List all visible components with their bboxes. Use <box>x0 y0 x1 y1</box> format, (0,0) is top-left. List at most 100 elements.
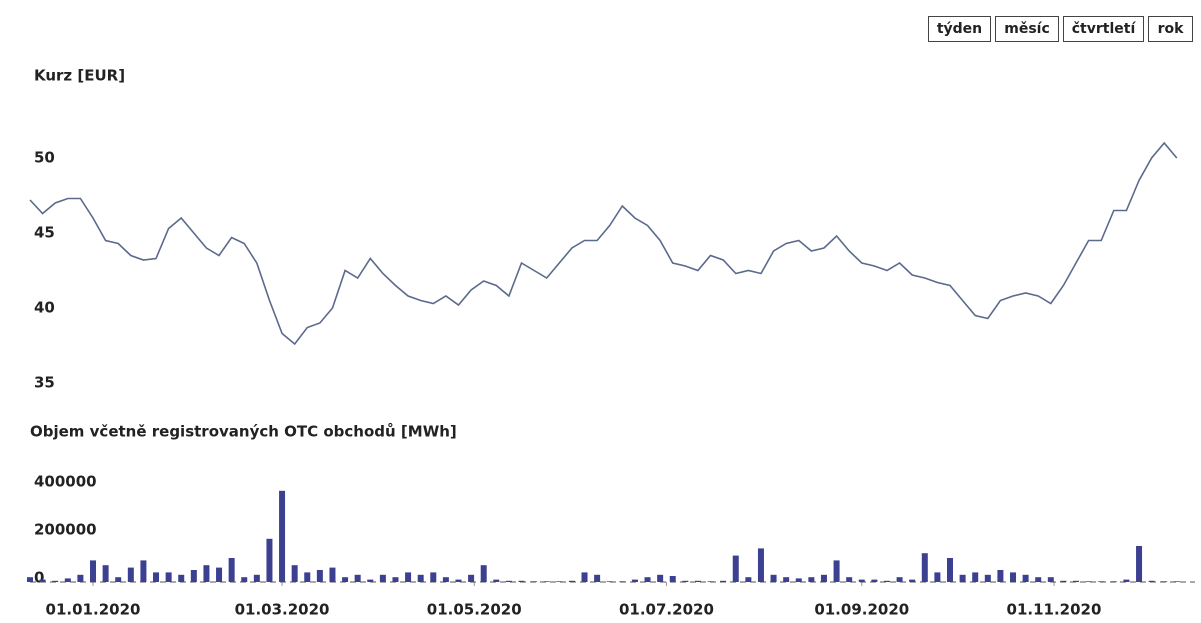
bar <box>90 560 97 582</box>
bar <box>833 560 840 582</box>
bar <box>1161 581 1168 582</box>
y-tick-label: 40 <box>34 299 55 317</box>
bar <box>1010 572 1017 582</box>
bar <box>518 580 525 582</box>
bar <box>480 565 487 582</box>
bar <box>606 581 613 582</box>
y-tick-label: 0 <box>34 569 44 587</box>
bar <box>253 574 260 582</box>
range-button[interactable]: měsíc <box>995 16 1059 42</box>
bar <box>556 581 563 582</box>
bar <box>921 553 928 582</box>
bar <box>959 574 966 582</box>
bar <box>304 572 311 582</box>
bar <box>858 579 865 582</box>
bar <box>909 579 916 582</box>
range-button[interactable]: týden <box>928 16 991 42</box>
y-tick-label: 400000 <box>34 473 97 491</box>
x-tick-label: 01.05.2020 <box>427 601 522 619</box>
bar <box>102 565 109 582</box>
bar <box>757 548 764 582</box>
bar <box>329 567 336 582</box>
bar <box>631 579 638 582</box>
bar <box>64 578 71 582</box>
bar <box>682 580 689 582</box>
bar <box>896 577 903 582</box>
bar <box>455 579 462 582</box>
bar <box>77 574 84 582</box>
bar <box>720 580 727 582</box>
y-tick-label: 200000 <box>34 521 97 539</box>
bar <box>1123 579 1130 582</box>
bar <box>972 572 979 582</box>
range-button[interactable]: čtvrtletí <box>1063 16 1144 42</box>
bar <box>417 574 424 582</box>
x-tick-label: 01.09.2020 <box>814 601 909 619</box>
bar <box>1035 577 1042 582</box>
bar <box>883 580 890 582</box>
bar <box>27 577 33 582</box>
bar <box>442 577 449 582</box>
bar <box>1110 581 1117 582</box>
bar <box>1085 581 1092 582</box>
bar <box>820 574 827 582</box>
bar <box>1060 580 1067 582</box>
bar <box>1173 581 1180 582</box>
bar <box>1022 574 1029 582</box>
bar <box>947 558 953 582</box>
y-tick-label: 45 <box>34 224 55 242</box>
bar <box>543 581 550 582</box>
bar <box>430 572 437 582</box>
bar <box>808 577 815 582</box>
bar <box>644 577 651 582</box>
range-button[interactable]: rok <box>1148 16 1193 42</box>
bar <box>241 577 248 582</box>
bar <box>266 538 273 582</box>
bar <box>505 580 512 582</box>
bar <box>1073 580 1080 582</box>
bar <box>1047 577 1054 582</box>
bar <box>379 574 386 582</box>
bar <box>871 579 878 582</box>
bar <box>342 577 349 582</box>
bar <box>228 558 235 582</box>
bar <box>846 577 853 582</box>
bar <box>354 574 361 582</box>
bar <box>115 577 122 582</box>
bar <box>694 580 701 582</box>
bar <box>707 581 714 582</box>
bar <box>153 572 160 582</box>
x-tick-label: 01.01.2020 <box>46 601 141 619</box>
bar <box>581 572 588 582</box>
bar <box>997 570 1004 582</box>
bar <box>127 567 134 582</box>
x-tick-label: 01.11.2020 <box>1007 601 1102 619</box>
x-tick-label: 01.07.2020 <box>619 601 714 619</box>
bar <box>783 577 790 582</box>
y-tick-label: 35 <box>34 374 55 392</box>
bar <box>140 560 147 582</box>
bar <box>203 565 210 582</box>
bar <box>52 580 59 582</box>
bar <box>178 574 185 582</box>
bar <box>934 572 941 582</box>
bar <box>594 574 601 582</box>
bar <box>795 578 802 582</box>
bar <box>657 574 664 582</box>
bar <box>279 490 286 582</box>
bar <box>190 570 197 582</box>
bar <box>216 567 223 582</box>
bar <box>732 555 739 582</box>
bar <box>291 565 298 582</box>
bar <box>669 576 676 582</box>
x-tick-label: 01.03.2020 <box>235 601 330 619</box>
bar <box>1136 546 1143 582</box>
bar <box>392 577 399 582</box>
chart-title: Kurz [EUR] <box>34 67 125 85</box>
bar <box>745 577 752 582</box>
bar <box>405 572 412 582</box>
bar <box>468 574 475 582</box>
bar <box>770 574 777 582</box>
